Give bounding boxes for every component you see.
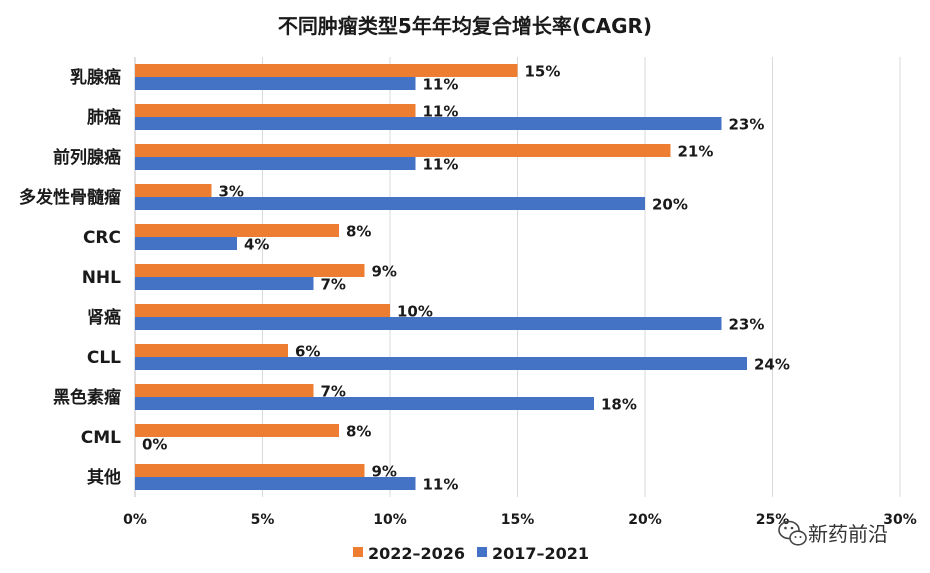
x-tick-label: 25% (756, 512, 790, 528)
data-label: 23% (729, 316, 765, 334)
bar-blue (135, 197, 645, 210)
chart-title: 不同肿瘤类型5年年均复合增长率(CAGR) (278, 14, 652, 38)
category-label: 乳腺癌 (70, 67, 121, 88)
legend-swatch-0 (353, 547, 363, 557)
data-label: 18% (601, 396, 637, 414)
bar-orange (135, 224, 339, 237)
bar-blue (135, 237, 237, 250)
watermark-text: 新药前沿 (808, 522, 888, 546)
bar-orange (135, 344, 288, 357)
data-label: 24% (754, 356, 790, 374)
bar-orange (135, 104, 416, 117)
category-label: 肺癌 (87, 107, 121, 128)
watermark: 新药前沿 (778, 520, 888, 546)
data-label: 9% (372, 463, 397, 481)
x-tick-label: 20% (628, 512, 662, 528)
category-label: 肾癌 (87, 307, 121, 328)
category-label: CRC (83, 228, 121, 248)
bar-orange (135, 184, 212, 197)
legend-label-1: 2017–2021 (492, 544, 589, 563)
data-label: 11% (423, 103, 459, 121)
data-label: 20% (652, 196, 688, 214)
bar-orange (135, 264, 365, 277)
bar-orange (135, 144, 671, 157)
bars (135, 64, 747, 490)
x-tick-labels: 0% 5% 10% 15% 20% 25% 30% (123, 512, 917, 528)
legend-swatch-1 (477, 547, 487, 557)
x-tick-label: 0% (123, 512, 147, 528)
data-label: 9% (372, 263, 397, 281)
bar-blue (135, 397, 594, 410)
data-label: 8% (346, 223, 371, 241)
data-label: 15% (525, 63, 561, 81)
bar-blue (135, 117, 722, 130)
data-label: 4% (244, 236, 269, 254)
category-label: 黑色素瘤 (53, 387, 121, 408)
category-label: 其他 (87, 467, 121, 488)
data-label: 6% (295, 343, 320, 361)
data-label: 21% (678, 143, 714, 161)
bar-blue (135, 157, 416, 170)
bar-orange (135, 304, 390, 317)
data-label: 10% (397, 303, 433, 321)
bar-blue (135, 357, 747, 370)
bar-orange (135, 424, 339, 437)
x-tick-label: 15% (501, 512, 535, 528)
bar-blue (135, 77, 416, 90)
x-tick-label: 5% (251, 512, 275, 528)
bar-orange (135, 64, 518, 77)
x-tick-label: 30% (883, 512, 917, 528)
data-labels: 15% 11% 11% 23% 21% 11% 3% 20% 8% 4% 9% 7% 10% 23% 6% 2… (142, 63, 790, 494)
legend: 2022–2026 2017–2021 (353, 544, 589, 563)
category-label: CML (81, 428, 121, 448)
category-label: CLL (87, 348, 121, 368)
data-label: 23% (729, 116, 765, 134)
gridlines (134, 57, 901, 497)
bar-blue (135, 277, 314, 290)
data-label: 11% (423, 476, 459, 494)
legend-label-0: 2022–2026 (368, 544, 465, 563)
bar-blue (135, 317, 722, 330)
data-label: 7% (321, 276, 346, 294)
data-label: 11% (423, 156, 459, 174)
wechat-icon (778, 520, 807, 546)
category-label: 多发性骨髓瘤 (19, 187, 121, 208)
bar-blue (135, 477, 416, 490)
x-tick-label: 10% (373, 512, 407, 528)
data-label: 7% (321, 383, 346, 401)
bar-orange (135, 464, 365, 477)
data-label: 0% (142, 436, 167, 454)
data-label: 3% (219, 183, 244, 201)
bar-orange (135, 384, 314, 397)
category-label: 前列腺癌 (53, 147, 121, 168)
category-label: NHL (82, 268, 121, 288)
data-label: 8% (346, 423, 371, 441)
data-label: 11% (423, 76, 459, 94)
